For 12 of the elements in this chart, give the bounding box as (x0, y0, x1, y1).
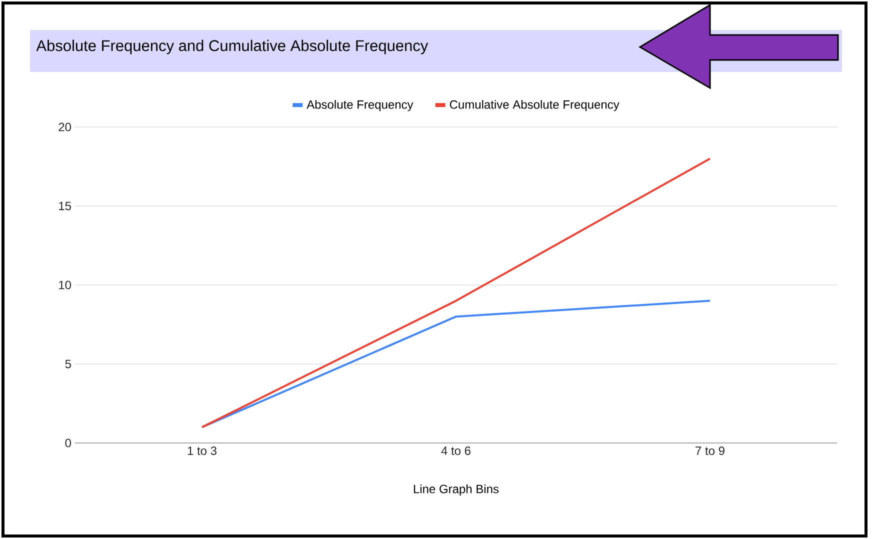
legend-label: Cumulative Absolute Frequency (450, 100, 620, 112)
y-tick-label: 10 (59, 280, 72, 290)
y-tick-label: 20 (58, 122, 72, 132)
x-tick-label: 7 to 9 (696, 446, 724, 456)
y-tick-label: 5 (65, 360, 71, 368)
chart-title: Absolute Frequency and Cumulative Absolute Frequency (36, 40, 428, 54)
y-tick-label: 15 (59, 202, 71, 210)
legend-label: Absolute Frequency (306, 100, 414, 112)
x-axis-title: Line Graph Bins (414, 484, 499, 496)
y-tick-label: 0 (65, 438, 72, 448)
x-tick-label: 4 to 6 (441, 446, 470, 456)
x-tick-label: 1 to 3 (188, 446, 216, 456)
